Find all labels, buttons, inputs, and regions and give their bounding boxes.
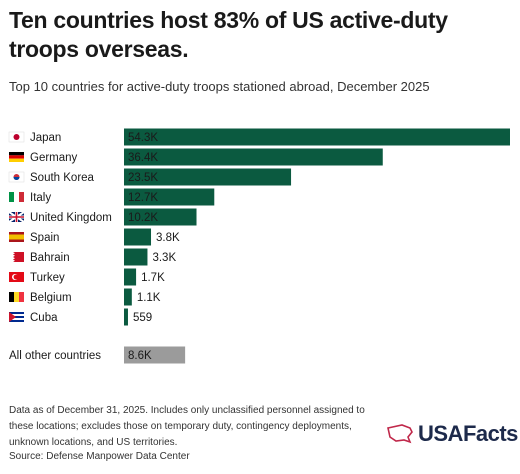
value-label: 54.3K bbox=[128, 132, 158, 144]
footnote: unknown locations, and US territories. bbox=[9, 437, 178, 448]
value-label: 3.3K bbox=[152, 252, 176, 264]
footnote: Data as of December 31, 2025. Includes o… bbox=[9, 405, 365, 416]
category-label: Spain bbox=[30, 232, 59, 244]
flag bbox=[9, 312, 16, 322]
flag bbox=[19, 292, 24, 302]
category-label: Turkey bbox=[30, 272, 65, 284]
value-label: 36.4K bbox=[128, 152, 158, 164]
category-label: Germany bbox=[30, 152, 78, 164]
flag bbox=[9, 212, 24, 222]
bar bbox=[124, 168, 292, 186]
chart-title: Ten countries host 83% of US active-duty… bbox=[9, 7, 448, 62]
category-label: Belgium bbox=[30, 292, 72, 304]
flag bbox=[19, 192, 24, 202]
category-label: All other countries bbox=[9, 350, 101, 362]
category-label: South Korea bbox=[30, 172, 95, 184]
bar bbox=[124, 346, 186, 364]
footnote: these locations; excludes those on tempo… bbox=[9, 421, 352, 432]
value-label: 8.6K bbox=[128, 350, 152, 362]
flag bbox=[9, 152, 24, 156]
value-label: 3.8K bbox=[156, 232, 180, 244]
flag bbox=[9, 234, 24, 240]
category-label: United Kingdom bbox=[30, 212, 112, 224]
bar bbox=[124, 228, 152, 246]
flag bbox=[14, 192, 19, 202]
flag bbox=[9, 316, 24, 318]
bar bbox=[124, 148, 383, 166]
flag bbox=[9, 192, 14, 202]
flag bbox=[9, 314, 24, 316]
logo: USAFacts bbox=[418, 421, 518, 446]
value-label: 1.7K bbox=[141, 272, 165, 284]
flag bbox=[9, 320, 24, 322]
flag bbox=[9, 252, 15, 262]
bar bbox=[124, 308, 128, 326]
value-label: 23.5K bbox=[128, 172, 158, 184]
bar bbox=[124, 248, 148, 266]
category-label: Italy bbox=[30, 192, 51, 204]
value-label: 559 bbox=[133, 312, 152, 324]
bar bbox=[124, 188, 215, 206]
bar bbox=[124, 288, 132, 306]
flag bbox=[14, 292, 19, 302]
flag bbox=[9, 252, 24, 262]
bar bbox=[124, 208, 197, 226]
category-label: Cuba bbox=[30, 312, 58, 324]
bar bbox=[124, 128, 510, 146]
category-label: Bahrain bbox=[30, 252, 70, 264]
source: Source: Defense Manpower Data Center bbox=[9, 451, 190, 462]
value-label: 1.1K bbox=[137, 292, 161, 304]
chart-subtitle: Top 10 countries for active-duty troops … bbox=[9, 79, 430, 94]
flag bbox=[9, 312, 24, 314]
flag bbox=[13, 177, 20, 180]
flag bbox=[9, 158, 24, 162]
category-label: Japan bbox=[30, 132, 61, 144]
flag bbox=[9, 318, 24, 320]
value-label: 12.7K bbox=[128, 192, 158, 204]
value-label: 10.2K bbox=[128, 212, 158, 224]
flag bbox=[13, 134, 20, 140]
flag bbox=[9, 155, 24, 159]
flag bbox=[13, 274, 19, 280]
bar bbox=[124, 268, 137, 286]
flag bbox=[9, 292, 14, 302]
